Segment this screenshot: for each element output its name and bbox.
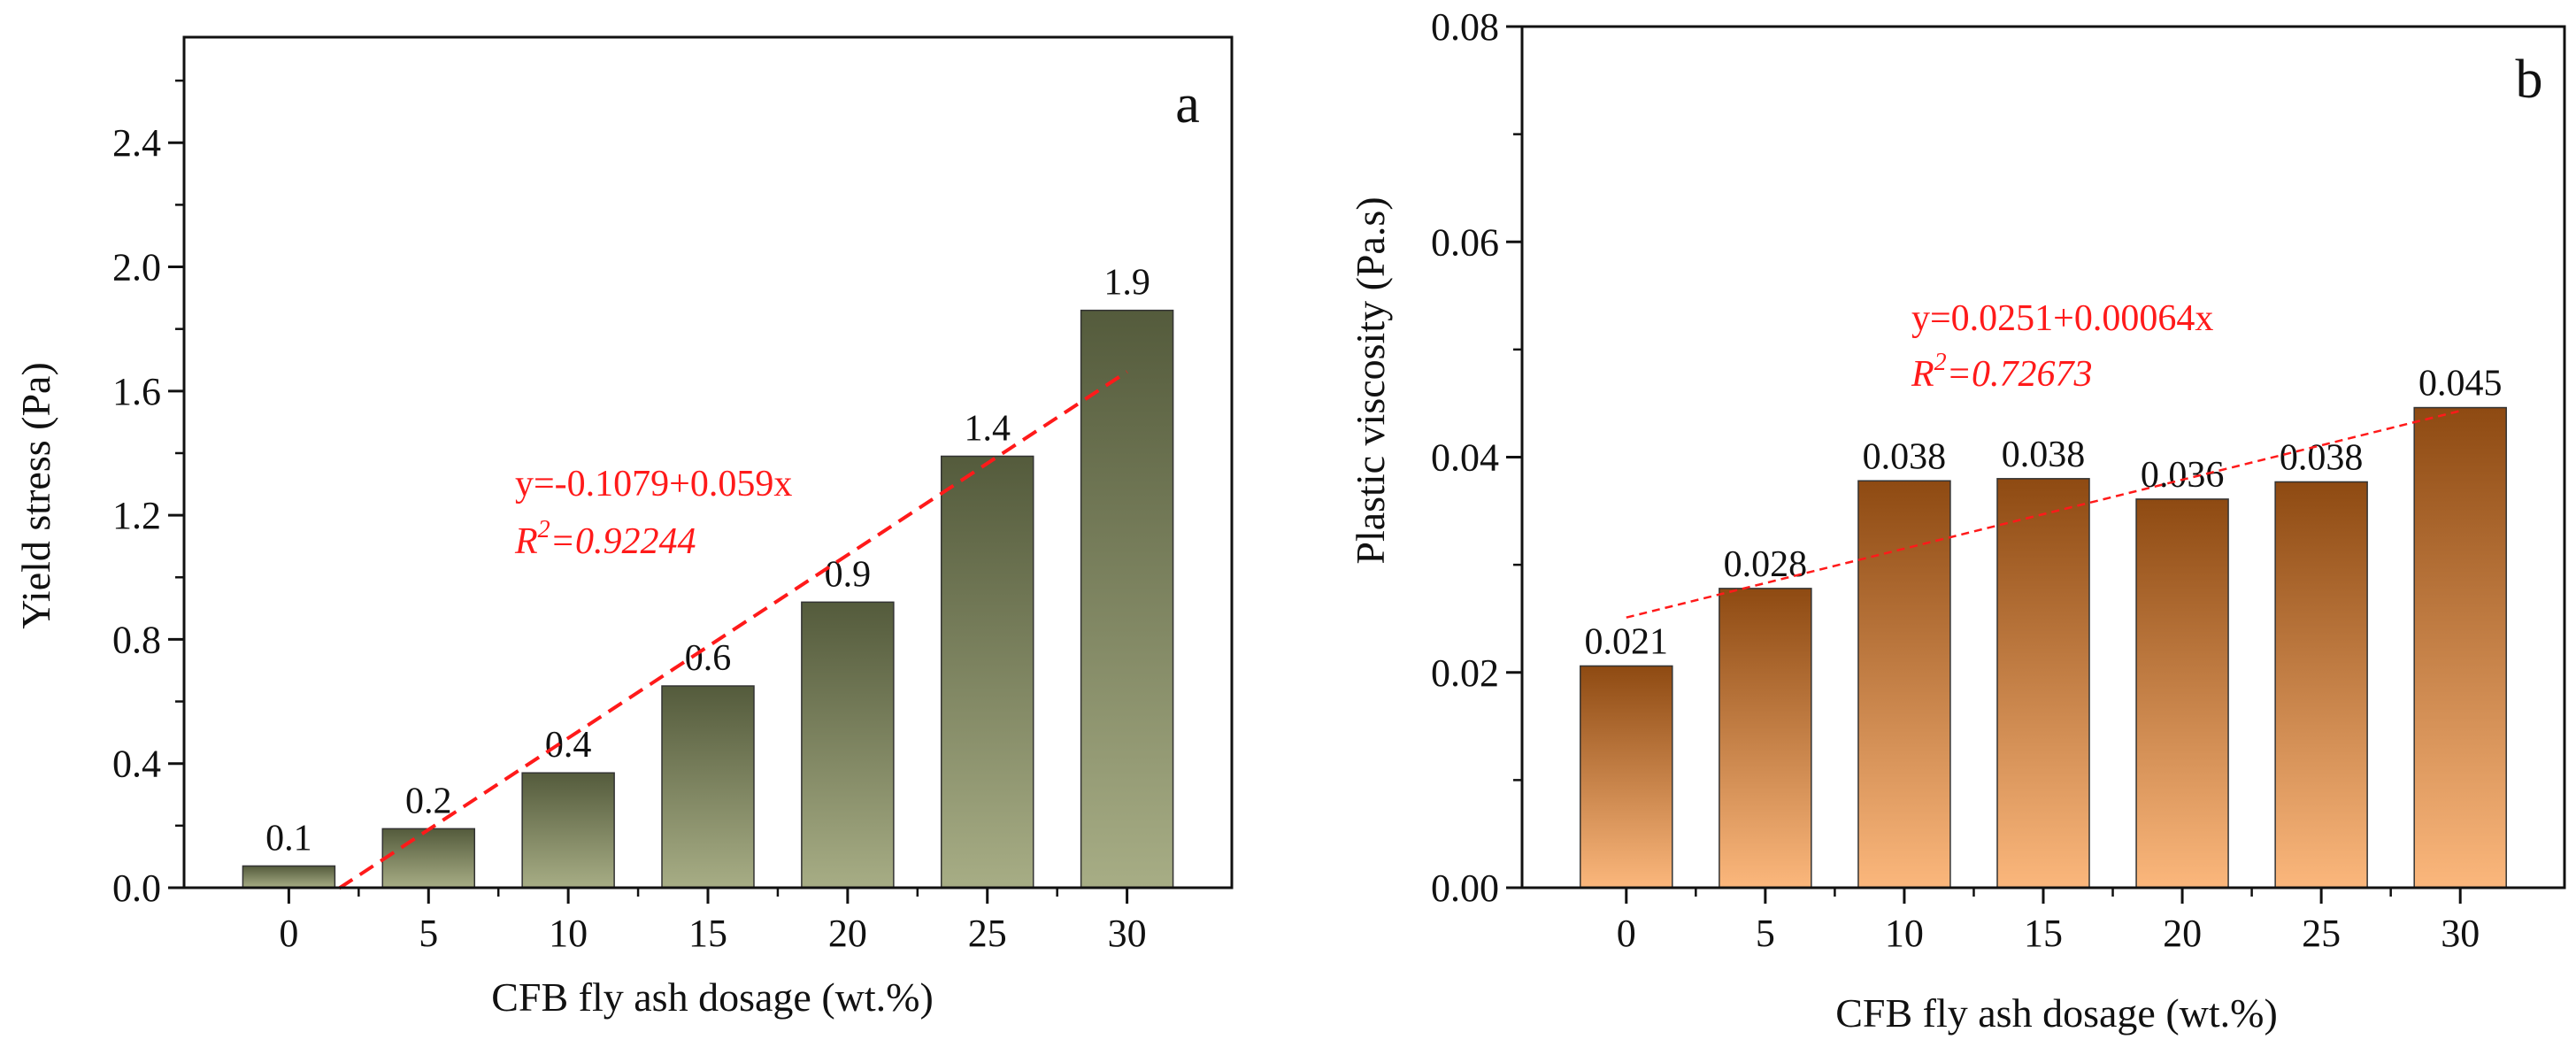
y-tick-label-a: 2.4 xyxy=(112,121,161,165)
y-tick-label-a: 2.0 xyxy=(112,246,161,289)
x-axis-title-a: CFB fly ash dosage (wt.%) xyxy=(491,974,934,1020)
data-label-a-20: 0.9 xyxy=(825,554,872,595)
bar-a-30 xyxy=(1080,309,1174,889)
y-tick-label-b: 0.06 xyxy=(1431,220,1499,264)
data-label-a-15: 0.6 xyxy=(685,638,732,679)
bar-b-20 xyxy=(2135,498,2229,889)
x-tick-label-b: 15 xyxy=(2024,912,2063,955)
y-tick-label-a: 0.8 xyxy=(112,618,161,661)
fit-r2-value-b: =0.72673 xyxy=(1947,354,2093,395)
x-axis-title-b: CFB fly ash dosage (wt.%) xyxy=(1835,990,2278,1036)
data-label-b-20: 0.036 xyxy=(2141,455,2225,496)
fit-r2-value-a: =0.92244 xyxy=(550,521,696,562)
bar-a-25 xyxy=(940,455,1034,889)
x-tick-label-a: 5 xyxy=(419,912,438,955)
panel-letter-b: b xyxy=(2516,50,2543,110)
data-label-b-10: 0.038 xyxy=(1863,436,1947,477)
bar-b-15 xyxy=(1996,478,2090,889)
data-label-a-0: 0.1 xyxy=(265,818,312,859)
bar-a-0 xyxy=(242,865,336,889)
bar-a-20 xyxy=(801,601,895,889)
fit-r2-a: R2=0.92244 xyxy=(514,516,696,562)
x-tick-label-b: 5 xyxy=(1756,912,1775,955)
bar-a-10 xyxy=(521,772,615,889)
chart-panel-a: 0.1 0.2 0.4 0.6 0.9 1.4 1.9 0.0 0.4 0.8 1.2 1.6 2.0 2… xyxy=(13,35,1234,1020)
data-label-b-25: 0.038 xyxy=(2280,437,2364,478)
fit-line-b xyxy=(1626,409,2461,619)
y-tick-label-a: 0.4 xyxy=(112,743,161,786)
y-tick-label-b: 0.00 xyxy=(1431,866,1499,910)
fit-r2-label-a: R xyxy=(514,521,538,562)
bar-a-15 xyxy=(661,685,755,889)
data-label-b-5: 0.028 xyxy=(1724,544,1808,585)
x-tick-label-b: 20 xyxy=(2163,912,2202,955)
bar-b-0 xyxy=(1580,665,1673,889)
y-tick-label-a: 1.6 xyxy=(112,370,161,413)
y-axis-title-a: Yield stress (Pa) xyxy=(13,362,58,629)
data-label-a-5: 0.2 xyxy=(405,781,452,821)
x-tick-label-a: 0 xyxy=(279,912,298,955)
data-label-b-0: 0.021 xyxy=(1585,621,1669,662)
data-label-b-15: 0.038 xyxy=(2002,435,2086,475)
fit-equation-a: y=-0.1079+0.059x xyxy=(515,464,792,504)
x-tick-label-a: 10 xyxy=(549,912,588,955)
x-tick-label-b: 10 xyxy=(1885,912,1924,955)
bar-b-10 xyxy=(1857,480,1951,889)
y-tick-label-a: 0.0 xyxy=(112,866,161,910)
fit-r2-sup-b: 2 xyxy=(1934,349,1947,376)
fit-r2-b: R2=0.72673 xyxy=(1911,349,2093,395)
y-tick-label-a: 1.2 xyxy=(112,494,161,537)
y-tick-label-b: 0.08 xyxy=(1431,5,1499,49)
y-tick-label-b: 0.04 xyxy=(1431,436,1499,480)
bar-a-5 xyxy=(381,828,476,889)
data-label-a-10: 0.4 xyxy=(545,725,592,766)
data-label-a-25: 1.4 xyxy=(964,408,1011,449)
bar-b-5 xyxy=(1719,588,1812,889)
x-tick-label-a: 15 xyxy=(688,912,727,955)
fit-r2-label-b: R xyxy=(1911,354,1934,395)
fit-r2-sup-a: 2 xyxy=(538,516,550,543)
bar-b-30 xyxy=(2413,406,2507,889)
x-tick-label-a: 25 xyxy=(968,912,1007,955)
x-tick-label-b: 30 xyxy=(2441,912,2480,955)
panel-letter-a: a xyxy=(1175,74,1200,135)
x-tick-label-a: 20 xyxy=(828,912,867,955)
x-tick-label-b: 0 xyxy=(1617,912,1636,955)
data-label-a-30: 1.9 xyxy=(1103,263,1150,304)
fit-equation-b: y=0.0251+0.00064x xyxy=(1911,298,2213,339)
x-tick-label-b: 25 xyxy=(2302,912,2341,955)
y-tick-label-b: 0.02 xyxy=(1431,651,1499,695)
data-label-b-30: 0.045 xyxy=(2418,364,2503,404)
bar-b-25 xyxy=(2274,481,2368,889)
x-tick-label-a: 30 xyxy=(1108,912,1147,955)
fit-line-a xyxy=(338,370,1128,890)
y-axis-title-b: Plastic viscosity (Pa.s) xyxy=(1348,196,1393,564)
